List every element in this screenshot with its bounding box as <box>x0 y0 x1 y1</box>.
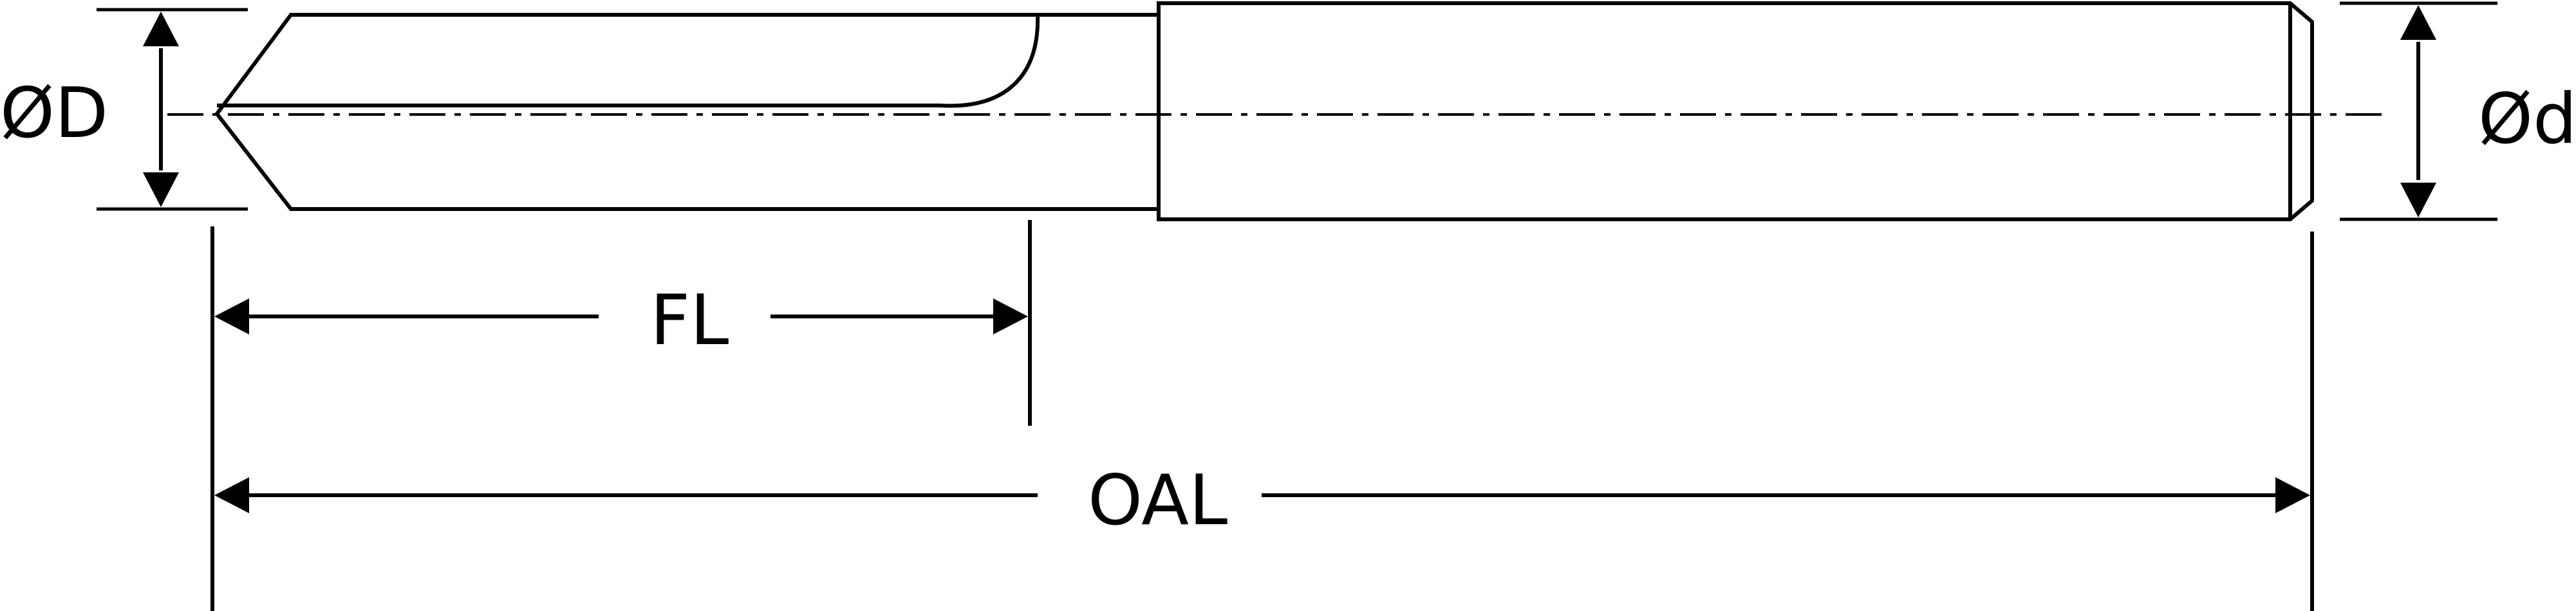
arrowhead-up <box>2400 5 2436 40</box>
shank-diameter-label: Ød <box>2478 79 2576 160</box>
shank-outline <box>1157 1 2314 221</box>
arrowhead-up <box>143 12 179 46</box>
flute-length-label: FL <box>650 280 729 361</box>
arrowhead-down <box>2400 183 2436 217</box>
drill-tool <box>214 1 2314 221</box>
shank-diameter-dimension <box>2340 1 2497 221</box>
flute-length-dimension <box>214 298 1028 334</box>
tip-diameter-label: ØD <box>0 73 108 154</box>
arrowhead-left <box>214 298 249 334</box>
tip-diameter-dimension <box>97 8 248 211</box>
overall-length-dimension <box>214 477 2310 513</box>
arrowhead-down <box>143 172 179 207</box>
overall-length-label: OAL <box>1088 461 1227 541</box>
arrowhead-right <box>2275 477 2310 513</box>
fluted-body-outline <box>214 13 1159 211</box>
length-extension-lines <box>210 220 2314 611</box>
flute-edge <box>217 14 1040 108</box>
arrowhead-right <box>993 298 1028 334</box>
arrowhead-left <box>214 477 249 513</box>
